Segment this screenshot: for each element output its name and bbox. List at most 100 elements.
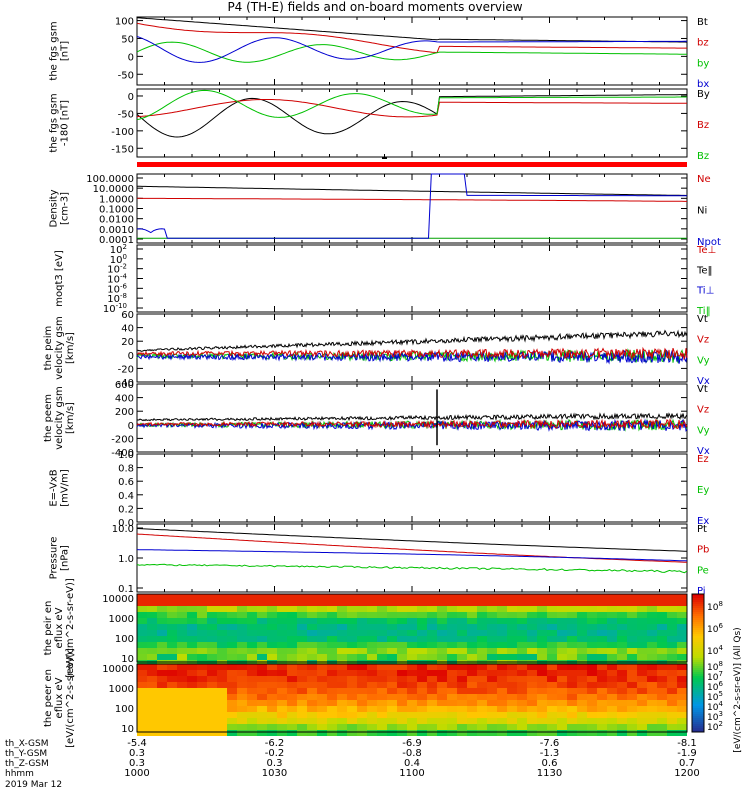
heatmap-cell bbox=[517, 612, 527, 618]
heatmap-cell bbox=[627, 648, 637, 654]
heatmap-cell bbox=[257, 694, 267, 700]
heatmap-cell bbox=[167, 712, 177, 718]
y-tick-label: 0.4 bbox=[118, 491, 134, 502]
colorbar-tick-label: 104 bbox=[707, 644, 723, 657]
heatmap-cell bbox=[487, 712, 497, 718]
heatmap-cell bbox=[157, 660, 167, 666]
heatmap-cell bbox=[247, 606, 257, 612]
heatmap-cell bbox=[327, 670, 337, 676]
panel-frame bbox=[136, 173, 688, 244]
heatmap-cell bbox=[577, 642, 587, 648]
heatmap-cell bbox=[387, 642, 397, 648]
panel-frame bbox=[136, 663, 688, 733]
heatmap-cell bbox=[297, 706, 307, 712]
heatmap-cell bbox=[467, 694, 477, 700]
heatmap-cell bbox=[297, 606, 307, 612]
heatmap-cell bbox=[197, 648, 207, 654]
heatmap-cell bbox=[667, 730, 677, 736]
heatmap-cell bbox=[267, 676, 277, 682]
heatmap-cell bbox=[297, 688, 307, 694]
heatmap-cell bbox=[437, 706, 447, 712]
heatmap-cell bbox=[647, 718, 657, 724]
heatmap-cell bbox=[367, 600, 377, 606]
legend-entry: Ti⊥ bbox=[696, 286, 714, 297]
heatmap-cell bbox=[357, 700, 367, 706]
heatmap-cell bbox=[207, 700, 217, 706]
heatmap-cell bbox=[557, 594, 567, 600]
heatmap-cell bbox=[637, 636, 647, 642]
heatmap-cell bbox=[287, 642, 297, 648]
heatmap-cell bbox=[377, 706, 387, 712]
heatmap-cell bbox=[477, 660, 487, 666]
heatmap-cell bbox=[637, 664, 647, 670]
heatmap-cell bbox=[287, 694, 297, 700]
heatmap-cell bbox=[507, 682, 517, 688]
heatmap-cell bbox=[587, 600, 597, 606]
y-axis-label: Density bbox=[49, 189, 60, 227]
heatmap-cell bbox=[677, 688, 687, 694]
heatmap-cell bbox=[357, 660, 367, 666]
colorbar-cell bbox=[692, 696, 704, 698]
heatmap-cell bbox=[177, 712, 187, 718]
heatmap-cell bbox=[387, 700, 397, 706]
series-line bbox=[136, 346, 688, 361]
heatmap-cell bbox=[457, 636, 467, 642]
heatmap-cell bbox=[207, 654, 217, 660]
heatmap-cell bbox=[597, 654, 607, 660]
heatmap-cell bbox=[257, 730, 267, 736]
heatmap-cell bbox=[227, 630, 237, 636]
heatmap-cell bbox=[567, 630, 577, 636]
heatmap-cell bbox=[517, 636, 527, 642]
heatmap-cell bbox=[327, 730, 337, 736]
heatmap-cell bbox=[417, 724, 427, 730]
heatmap-cell bbox=[167, 670, 177, 676]
heatmap-cell bbox=[237, 682, 247, 688]
heatmap-cell bbox=[287, 660, 297, 666]
heatmap-cell bbox=[597, 600, 607, 606]
heatmap-cell bbox=[537, 688, 547, 694]
heatmap-cell bbox=[267, 594, 277, 600]
heatmap-cell bbox=[527, 630, 537, 636]
heatmap-cell bbox=[287, 630, 297, 636]
heatmap-cell bbox=[377, 676, 387, 682]
heatmap-cell bbox=[257, 612, 267, 618]
heatmap-cell bbox=[507, 600, 517, 606]
heatmap-cell bbox=[627, 712, 637, 718]
heatmap-cell bbox=[227, 594, 237, 600]
heatmap-cell bbox=[557, 636, 567, 642]
legend-entry: Te‖ bbox=[696, 265, 713, 276]
heatmap-cell bbox=[517, 618, 527, 624]
heatmap-cell bbox=[137, 624, 147, 630]
heatmap-cell bbox=[477, 654, 487, 660]
series-line bbox=[136, 349, 688, 365]
heatmap-cell bbox=[597, 676, 607, 682]
heatmap-cell bbox=[277, 636, 287, 642]
heatmap-cell bbox=[417, 694, 427, 700]
heatmap-cell bbox=[317, 706, 327, 712]
heatmap-cell bbox=[377, 700, 387, 706]
heatmap-cell bbox=[157, 730, 167, 736]
heatmap-cell bbox=[277, 624, 287, 630]
heatmap-cell bbox=[197, 688, 207, 694]
heatmap-cell bbox=[457, 630, 467, 636]
heatmap-cell bbox=[157, 670, 167, 676]
heatmap-cell bbox=[307, 618, 317, 624]
heatmap-cell bbox=[407, 606, 417, 612]
heatmap-cell bbox=[467, 594, 477, 600]
heatmap-cell bbox=[347, 718, 357, 724]
heatmap-cell bbox=[237, 700, 247, 706]
heatmap-cell bbox=[657, 600, 667, 606]
heatmap-cell bbox=[407, 700, 417, 706]
heatmap-cell bbox=[557, 600, 567, 606]
heatmap-cell bbox=[287, 676, 297, 682]
heatmap-cell bbox=[377, 654, 387, 660]
series-line bbox=[136, 41, 687, 63]
heatmap-cell bbox=[367, 688, 377, 694]
heatmap-cell bbox=[337, 694, 347, 700]
heatmap-cell bbox=[537, 624, 547, 630]
heatmap-cell bbox=[597, 594, 607, 600]
legend-entry: Vy bbox=[697, 355, 710, 366]
heatmap-cell bbox=[207, 624, 217, 630]
heatmap-cell bbox=[237, 670, 247, 676]
heatmap-cell bbox=[467, 682, 477, 688]
